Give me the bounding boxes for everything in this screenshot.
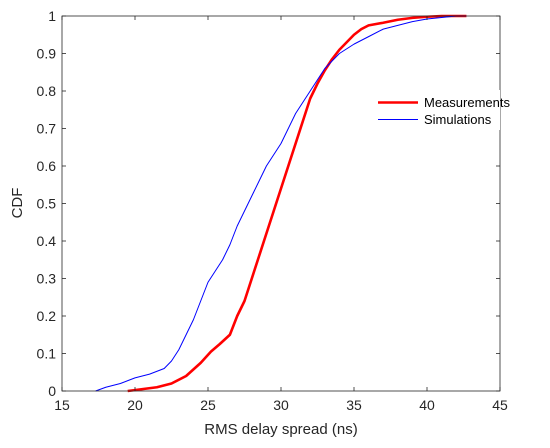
legend-box: [372, 90, 500, 130]
legend-label-measurements: Measurements: [424, 95, 510, 110]
x-axis-label: RMS delay spread (ns): [204, 421, 357, 438]
y-axis: 0 0.1 0.2 0.3 0.4 0.5 0.6 0.7 0.8 0.9 1: [37, 8, 500, 399]
y-tick-label: 0.8: [37, 83, 57, 99]
x-tick-label: 30: [273, 397, 289, 413]
plot-area: [62, 16, 500, 391]
x-tick-label: 20: [127, 397, 143, 413]
y-tick-label: 0: [48, 383, 56, 399]
y-tick-label: 0.6: [37, 158, 57, 174]
x-tick-label: 40: [419, 397, 435, 413]
y-tick-label: 0.1: [37, 346, 57, 362]
y-tick-label: 0.5: [37, 196, 57, 212]
legend: Measurements Simulations: [372, 90, 510, 130]
y-tick-label: 0.3: [37, 271, 57, 287]
x-axis: 15 20 25 30 35 40 45: [54, 16, 508, 413]
y-tick-label: 1: [48, 8, 56, 24]
x-tick-label: 15: [54, 397, 70, 413]
x-tick-label: 35: [346, 397, 362, 413]
series-layer: [95, 14, 467, 393]
series-line-measurements: [127, 14, 467, 393]
y-tick-label: 0.7: [37, 121, 57, 137]
x-tick-label: 45: [492, 397, 508, 413]
y-tick-label: 0.4: [37, 233, 57, 249]
y-tick-label: 0.9: [37, 46, 57, 62]
legend-label-simulations: Simulations: [424, 112, 492, 127]
y-axis-label: CDF: [9, 188, 26, 219]
series-line-simulations: [95, 15, 467, 392]
y-tick-label: 0.2: [37, 308, 57, 324]
x-tick-label: 25: [200, 397, 216, 413]
